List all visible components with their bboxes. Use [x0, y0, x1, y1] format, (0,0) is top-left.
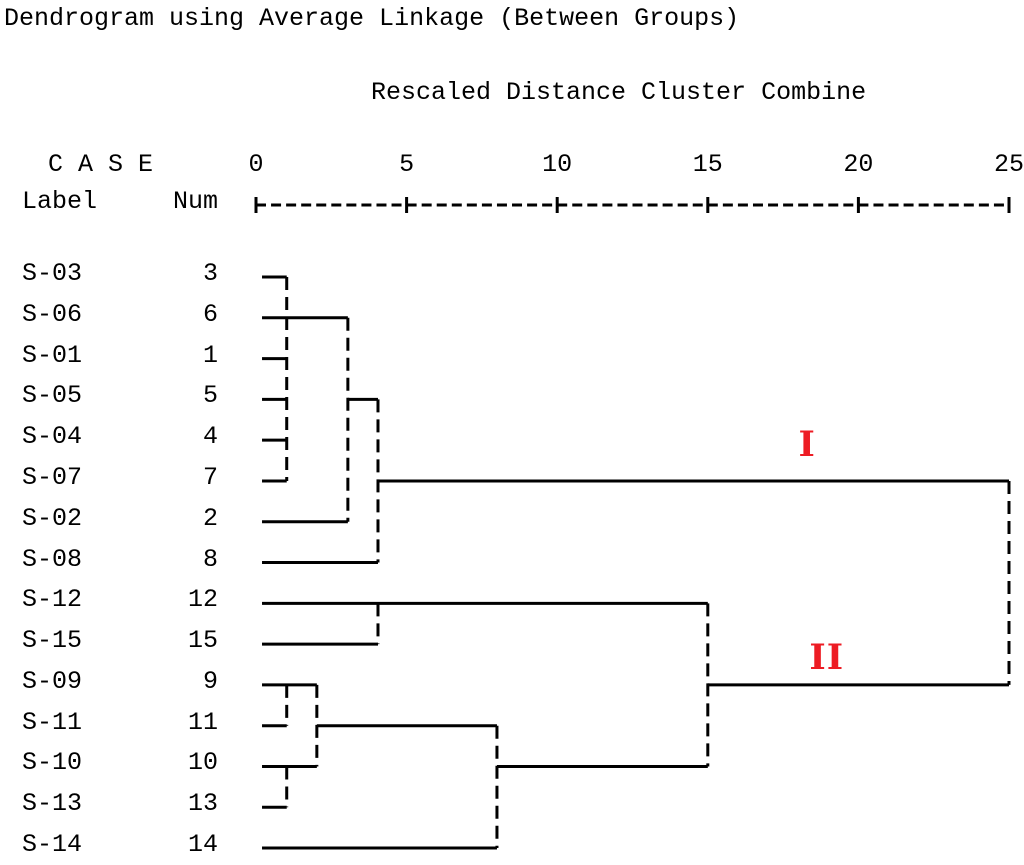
- axis-tick-label: 20: [843, 150, 874, 179]
- case-label: S-10: [22, 748, 83, 778]
- axis-title: Rescaled Distance Cluster Combine: [371, 78, 867, 107]
- case-num: 12: [187, 585, 218, 615]
- case-label: S-03: [22, 259, 83, 288]
- case-num: 13: [187, 789, 218, 819]
- case-label: S-13: [22, 789, 83, 819]
- case-label: S-12: [22, 585, 83, 615]
- axis-tick-label: 5: [399, 150, 415, 179]
- label-column-header: Label: [22, 187, 98, 216]
- case-label: S-15: [22, 626, 83, 656]
- case-num: 10: [187, 748, 218, 778]
- case-num: 14: [187, 830, 218, 860]
- axis-tick-label: 10: [542, 150, 573, 179]
- case-num: 5: [202, 381, 218, 411]
- case-label: S-14: [22, 830, 83, 860]
- case-label: S-04: [22, 422, 83, 452]
- cluster-II-label: II: [809, 636, 845, 678]
- case-label: S-08: [22, 544, 83, 574]
- cluster-I-label: I: [798, 424, 816, 466]
- case-label: S-11: [22, 707, 83, 737]
- case-label: S-05: [22, 381, 83, 411]
- case-num: 2: [202, 503, 218, 533]
- case-num: 7: [202, 462, 218, 492]
- case-label: S-02: [22, 503, 83, 533]
- case-num: 8: [202, 544, 218, 574]
- axis-tick-label: 0: [248, 150, 264, 179]
- axis-tick-label: 25: [993, 150, 1024, 179]
- case-label: S-07: [22, 462, 83, 492]
- case-header: C A S E: [48, 150, 154, 179]
- case-num: 11: [187, 707, 218, 737]
- case-num: 3: [202, 259, 218, 288]
- case-num: 6: [202, 299, 218, 329]
- case-num: 15: [187, 626, 218, 656]
- axis-tick-label: 15: [692, 150, 723, 179]
- case-label: S-06: [22, 299, 83, 329]
- num-column-header: Num: [172, 187, 218, 216]
- case-num: 4: [202, 422, 218, 452]
- case-label: S-01: [22, 340, 83, 370]
- case-num: 9: [202, 666, 218, 696]
- chart-title: Dendrogram using Average Linkage (Betwee…: [4, 4, 740, 33]
- case-num: 1: [202, 340, 218, 370]
- case-label: S-09: [22, 666, 83, 696]
